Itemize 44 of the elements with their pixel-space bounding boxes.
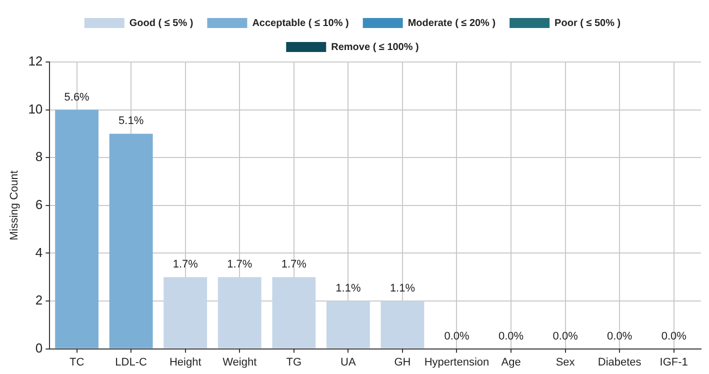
annotation: 0.0% — [552, 330, 578, 342]
x-tick-label: TG — [286, 356, 302, 368]
x-tick-label: LDL-C — [115, 356, 148, 368]
x-tick-label: Diabetes — [598, 356, 642, 368]
annotation: 1.7% — [281, 258, 307, 271]
legend-label: Remove ( ≤ 100% ) — [331, 42, 419, 53]
bar — [164, 277, 208, 348]
x-tick-label: Hypertension — [424, 356, 490, 368]
legend-label: Poor ( ≤ 50% ) — [554, 18, 621, 29]
x-tick-label: UA — [340, 356, 356, 368]
legend-label: Good ( ≤ 5% ) — [129, 18, 194, 29]
y-axis-title: Missing Count — [8, 170, 21, 240]
bar — [109, 134, 153, 348]
bar — [272, 277, 316, 348]
y-tick-label: 2 — [35, 292, 43, 308]
annotation: 1.1% — [390, 282, 416, 295]
x-tick-label: TC — [69, 356, 84, 368]
x-tick-label: Weight — [222, 356, 257, 368]
annotation: 1.1% — [336, 282, 361, 295]
x-tick-label: Height — [169, 356, 202, 368]
y-tick-label: 8 — [35, 149, 43, 164]
y-tick-label: 0 — [35, 340, 43, 356]
annotation: 1.7% — [172, 258, 198, 271]
y-tick-label: 6 — [35, 196, 43, 212]
annotation: 0.0% — [607, 330, 632, 342]
bar — [218, 277, 262, 348]
x-tick-label: IGF-1 — [660, 356, 688, 368]
legend-label: Acceptable ( ≤ 10% ) — [252, 18, 349, 29]
x-tick-label: GH — [394, 356, 411, 368]
annotation: 1.7% — [227, 258, 252, 271]
x-tick-label: Age — [501, 356, 521, 368]
annotation: 5.6% — [64, 91, 90, 104]
annotation: 0.0% — [444, 330, 470, 342]
bar — [326, 301, 370, 348]
annotation: 5.1% — [118, 115, 144, 128]
y-tick-label: 10 — [28, 101, 43, 116]
bar — [380, 301, 424, 348]
x-tick-label: Sex — [556, 356, 576, 368]
annotation: 0.0% — [498, 330, 524, 342]
bar — [55, 110, 99, 348]
legend-label: Moderate ( ≤ 20% ) — [408, 18, 496, 29]
y-tick-label: 12 — [28, 54, 43, 69]
annotation: 0.0% — [661, 330, 687, 342]
y-tick-label: 4 — [35, 244, 43, 260]
